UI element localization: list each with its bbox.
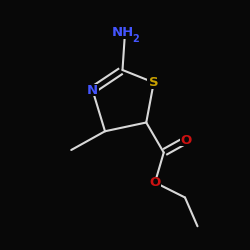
Text: NH: NH (112, 26, 134, 39)
Bar (180, 134, 192, 145)
Text: S: S (149, 76, 158, 89)
Bar (86, 84, 99, 96)
Text: 2: 2 (132, 34, 139, 44)
Text: N: N (87, 84, 98, 96)
Bar (147, 76, 160, 89)
Bar (113, 26, 137, 39)
Text: O: O (180, 134, 192, 146)
Bar (149, 177, 161, 188)
Text: O: O (150, 176, 160, 189)
